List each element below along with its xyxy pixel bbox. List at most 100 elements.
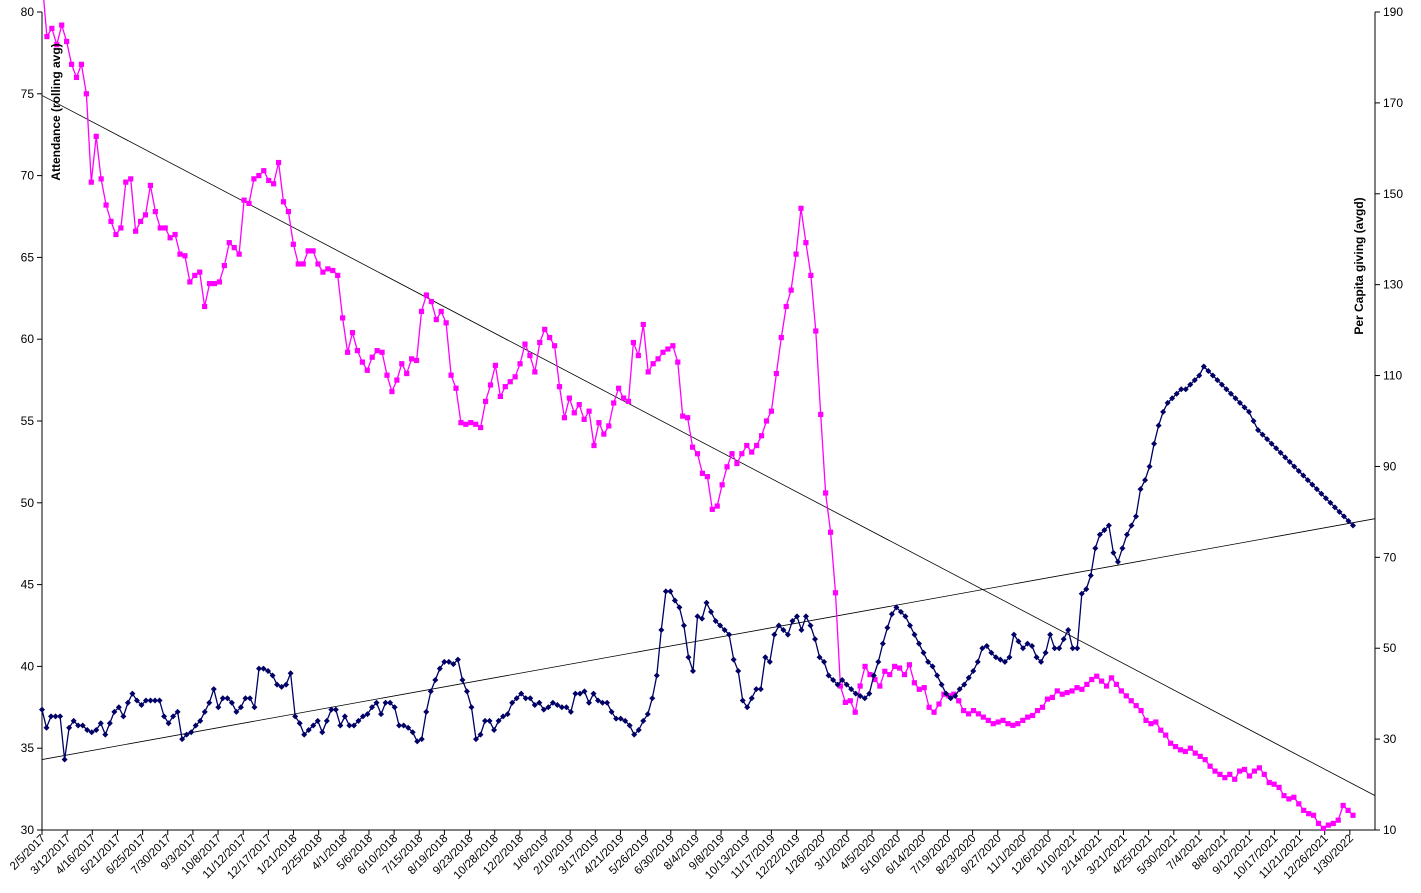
attendance-point: [68, 61, 75, 67]
giving-point: [174, 708, 181, 715]
attendance-point: [192, 272, 198, 278]
attendance-point: [49, 25, 55, 31]
y-right-tick-label: 110: [1383, 369, 1402, 383]
giving-point: [970, 667, 977, 674]
giving-point: [1051, 645, 1058, 652]
giving-point: [703, 599, 710, 606]
attendance-point: [591, 442, 597, 449]
giving-point: [350, 722, 357, 729]
giving-point: [518, 690, 525, 697]
y-right-tick-label: 50: [1383, 641, 1397, 655]
attendance-point: [394, 377, 400, 383]
giving-point: [689, 667, 696, 674]
attendance-point: [1222, 775, 1228, 781]
giving-point: [952, 692, 959, 699]
attendance-point: [640, 321, 646, 328]
giving-point: [897, 608, 904, 615]
giving-point: [798, 627, 805, 634]
attendance-point: [867, 671, 873, 678]
y-left-tick-label: 30: [21, 823, 35, 837]
giving-point: [549, 699, 556, 706]
attendance-point: [1074, 685, 1080, 691]
giving-point: [260, 665, 267, 672]
giving-point: [237, 704, 244, 711]
attendance-point: [1039, 704, 1046, 710]
attendance-point: [961, 707, 967, 714]
y-left-tick-label: 55: [21, 414, 35, 428]
giving-point: [712, 617, 719, 624]
y-left-tick-label: 40: [21, 659, 35, 673]
giving-point: [1300, 472, 1307, 479]
giving-point: [400, 722, 407, 729]
attendance-point: [857, 683, 863, 689]
giving-point: [1255, 427, 1262, 434]
attendance-point: [1330, 820, 1336, 827]
giving-point: [974, 658, 981, 665]
giving-point: [1241, 404, 1248, 411]
attendance-point: [507, 379, 513, 385]
attendance-point: [808, 272, 814, 278]
giving-point: [396, 722, 403, 729]
giving-point: [721, 627, 728, 634]
giving-point: [821, 658, 828, 665]
attendance-point: [73, 74, 80, 81]
attendance-point: [1049, 694, 1055, 701]
giving-point: [1047, 631, 1054, 638]
giving-point: [482, 717, 489, 724]
y-left-tick-label: 60: [21, 332, 35, 346]
giving-point: [1178, 386, 1185, 393]
giving-point: [1069, 645, 1076, 652]
giving-point: [830, 677, 837, 684]
attendance-point: [842, 699, 848, 705]
attendance-point: [330, 267, 336, 274]
giving-point: [228, 699, 235, 706]
y-right-tick-label: 70: [1383, 550, 1397, 564]
giving-point: [1345, 517, 1352, 524]
giving-point: [405, 724, 412, 731]
giving-point: [206, 699, 213, 706]
attendance-point: [1172, 743, 1179, 750]
attendance-point: [719, 482, 725, 488]
giving-point: [1123, 531, 1130, 538]
giving-point: [373, 699, 380, 706]
attendance-point: [724, 464, 730, 470]
giving-point: [965, 674, 972, 681]
giving-point: [1038, 658, 1045, 665]
attendance-point: [379, 349, 385, 355]
attendance-point: [103, 202, 109, 208]
giving-point: [369, 704, 376, 711]
attendance-point: [251, 176, 257, 182]
giving-point: [1056, 645, 1063, 652]
attendance-point: [340, 315, 346, 321]
attendance-point: [1089, 676, 1095, 683]
giving-point: [486, 717, 493, 724]
attendance-point: [428, 298, 434, 305]
giving-point: [540, 706, 547, 713]
y-left-tick-label: 80: [21, 5, 35, 19]
attendance-point: [83, 91, 89, 97]
attendance-point: [985, 717, 991, 723]
attendance-point: [537, 339, 543, 346]
giving-point: [142, 697, 149, 704]
giving-point: [509, 699, 516, 706]
giving-point: [1200, 363, 1207, 370]
giving-point: [441, 658, 448, 665]
attendance-point: [1108, 675, 1115, 681]
giving-point: [1340, 513, 1347, 520]
attendance-point: [384, 372, 390, 378]
attendance-point: [823, 490, 829, 496]
giving-point: [1151, 440, 1158, 447]
giving-point: [197, 717, 204, 724]
giving-point: [84, 727, 91, 734]
giving-point: [653, 672, 660, 679]
attendance-point: [389, 388, 395, 395]
giving-point: [219, 695, 226, 702]
attendance-point: [803, 240, 809, 246]
attendance-point: [1059, 691, 1065, 697]
attendance-point: [54, 42, 60, 48]
giving-point: [1092, 545, 1099, 552]
giving-point: [1313, 486, 1320, 493]
attendance-point: [911, 680, 917, 686]
giving-point: [491, 727, 498, 734]
attendance-point: [1301, 807, 1307, 813]
